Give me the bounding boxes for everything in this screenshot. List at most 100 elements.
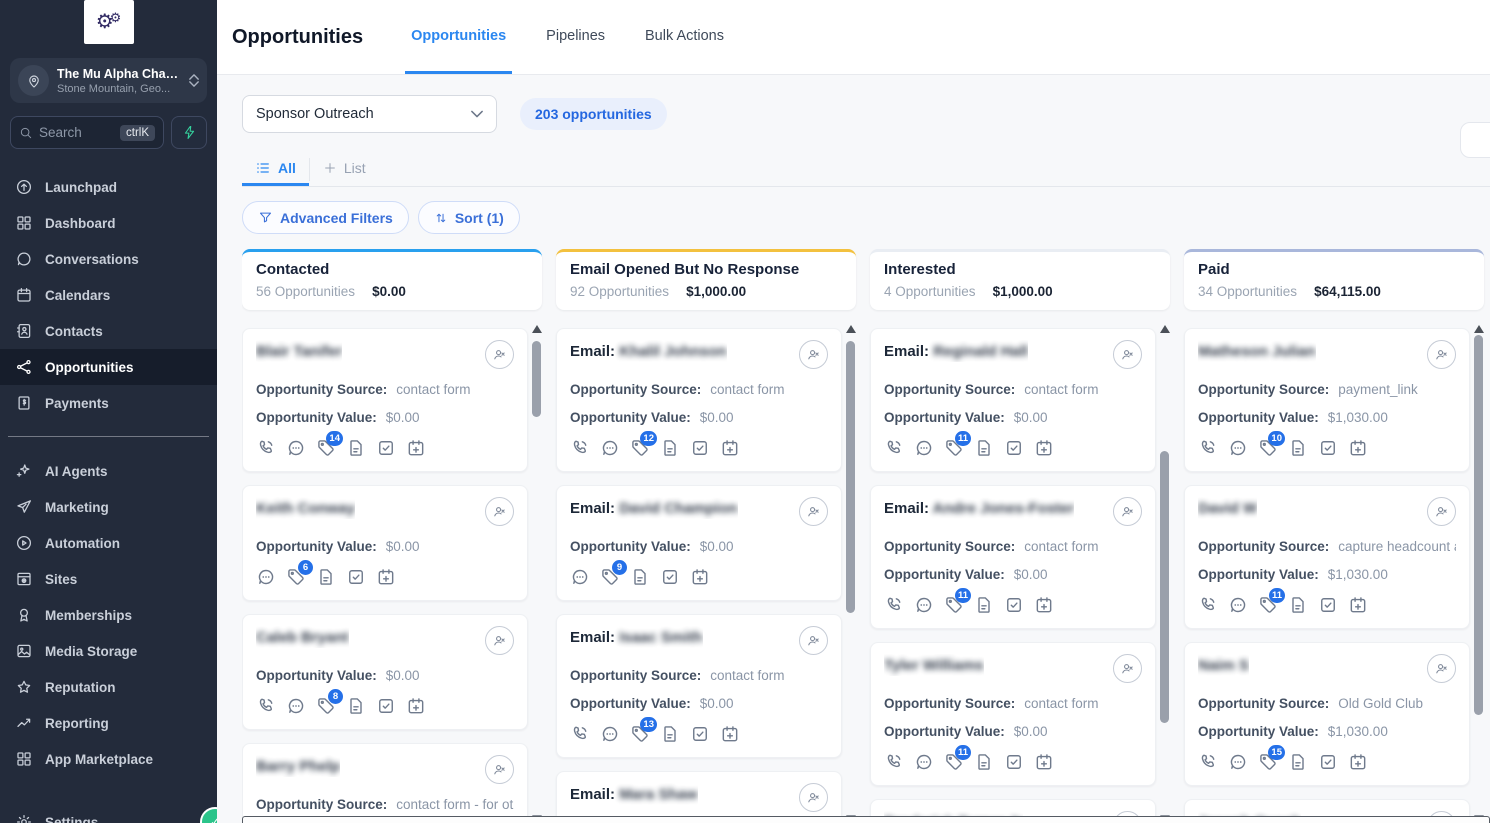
sidebar-item-ai-agents[interactable]: AI Agents [0,453,217,489]
column-scrollbar[interactable] [1473,325,1485,823]
column-scrollbar[interactable] [845,325,857,823]
task-check-icon[interactable] [690,438,710,458]
phone-icon[interactable] [884,595,904,615]
person-remove-button[interactable] [485,340,514,369]
opportunity-card[interactable]: Tyler Williams Opportunity Source: conta… [870,642,1156,786]
phone-icon[interactable] [1198,752,1218,772]
chat-icon[interactable] [914,438,934,458]
tag-icon[interactable]: 11 [1258,595,1278,615]
person-remove-button[interactable] [1113,654,1142,683]
task-check-icon[interactable] [376,438,396,458]
tag-icon[interactable]: 6 [286,567,306,587]
opportunity-card[interactable]: Email: Isaac Smith Opportunity Source: c… [556,614,842,758]
sidebar-item-dashboard[interactable]: Dashboard [0,205,217,241]
person-remove-button[interactable] [1427,654,1456,683]
phone-icon[interactable] [1198,438,1218,458]
person-remove-button[interactable] [485,497,514,526]
tag-icon[interactable]: 9 [600,567,620,587]
opportunity-card[interactable]: Keith Conway Opportunity Value: $0.00 6 [242,485,528,601]
quick-actions-button[interactable] [171,116,207,149]
calendar-add-icon[interactable] [406,696,426,716]
opportunity-card[interactable]: Blair Tanifer Opportunity Source: contac… [242,328,528,472]
tag-icon[interactable]: 8 [316,696,336,716]
account-switcher[interactable]: The Mu Alpha Chapter Stone Mountain, Geo… [10,58,207,103]
task-check-icon[interactable] [376,696,396,716]
sidebar-item-reporting[interactable]: Reporting [0,705,217,741]
opportunity-card[interactable]: Naim S Opportunity Source: Old Gold Club… [1184,642,1470,786]
document-icon[interactable] [1288,752,1308,772]
task-check-icon[interactable] [346,567,366,587]
scrollbar-thumb[interactable] [1474,335,1483,715]
tag-icon[interactable]: 10 [1258,438,1278,458]
person-remove-button[interactable] [485,626,514,655]
opportunity-card[interactable]: Barry Phelp Opportunity Source: contact … [242,743,528,823]
task-check-icon[interactable] [1318,752,1338,772]
tab-bulk-actions[interactable]: Bulk Actions [639,0,730,74]
sidebar-item-settings[interactable]: Settings [0,804,217,823]
person-remove-button[interactable] [485,755,514,784]
phone-icon[interactable] [884,752,904,772]
scrollbar-thumb[interactable] [532,341,541,417]
calendar-add-icon[interactable] [1348,595,1368,615]
chevron-up-down-icon[interactable] [189,74,199,87]
document-icon[interactable] [1288,438,1308,458]
tag-icon[interactable]: 11 [944,595,964,615]
phone-icon[interactable] [570,724,590,744]
person-remove-button[interactable] [799,626,828,655]
phone-icon[interactable] [256,438,276,458]
sidebar-item-app-marketplace[interactable]: App Marketplace [0,741,217,777]
person-remove-button[interactable] [1427,340,1456,369]
sidebar-item-calendars[interactable]: Calendars [0,277,217,313]
phone-icon[interactable] [884,438,904,458]
tab-opportunities[interactable]: Opportunities [405,0,512,74]
pipeline-select[interactable]: Sponsor Outreach [242,95,497,133]
chat-icon[interactable] [914,595,934,615]
chat-icon[interactable] [914,752,934,772]
task-check-icon[interactable] [1004,752,1024,772]
person-remove-button[interactable] [799,340,828,369]
cutoff-panel-button[interactable] [1460,122,1490,158]
calendar-add-icon[interactable] [1034,752,1054,772]
phone-icon[interactable] [1198,595,1218,615]
tag-icon[interactable]: 11 [944,752,964,772]
horizontal-scrollbar[interactable] [242,816,1490,823]
opportunity-card[interactable]: Email: David Champion Opportunity Value:… [556,485,842,601]
scrollbar-thumb[interactable] [1160,451,1169,723]
chat-icon[interactable] [570,567,590,587]
document-icon[interactable] [346,438,366,458]
opportunity-card[interactable]: Matheson Julian Opportunity Source: paym… [1184,328,1470,472]
add-list-tab[interactable]: List [310,153,379,186]
person-remove-button[interactable] [1427,497,1456,526]
sort-button[interactable]: Sort (1) [418,201,520,234]
person-remove-button[interactable] [1113,340,1142,369]
document-icon[interactable] [660,438,680,458]
sidebar-item-opportunities[interactable]: Opportunities [0,349,217,385]
calendar-add-icon[interactable] [376,567,396,587]
calendar-add-icon[interactable] [720,724,740,744]
task-check-icon[interactable] [690,724,710,744]
calendar-add-icon[interactable] [720,438,740,458]
tag-icon[interactable]: 13 [630,724,650,744]
opportunity-card[interactable]: Caleb Bryant Opportunity Value: $0.00 8 [242,614,528,730]
scroll-up-arrow[interactable] [532,325,542,333]
chat-icon[interactable] [1228,752,1248,772]
opportunity-card[interactable]: Email: Andre Jones-Foster Opportunity So… [870,485,1156,629]
sidebar-item-automation[interactable]: Automation [0,525,217,561]
sidebar-item-marketing[interactable]: Marketing [0,489,217,525]
tag-icon[interactable]: 12 [630,438,650,458]
task-check-icon[interactable] [1318,595,1338,615]
person-remove-button[interactable] [799,497,828,526]
sidebar-item-conversations[interactable]: Conversations [0,241,217,277]
sidebar-item-contacts[interactable]: Contacts [0,313,217,349]
calendar-add-icon[interactable] [406,438,426,458]
calendar-add-icon[interactable] [1034,595,1054,615]
opportunity-card[interactable]: Email: Khalil Johnson Opportunity Source… [556,328,842,472]
scrollbar-thumb[interactable] [846,341,855,613]
chat-icon[interactable] [600,438,620,458]
chat-icon[interactable] [286,696,306,716]
tab-pipelines[interactable]: Pipelines [540,0,611,74]
document-icon[interactable] [630,567,650,587]
search-input[interactable]: Search ctrlK [10,116,164,149]
document-icon[interactable] [1288,595,1308,615]
tag-icon[interactable]: 15 [1258,752,1278,772]
